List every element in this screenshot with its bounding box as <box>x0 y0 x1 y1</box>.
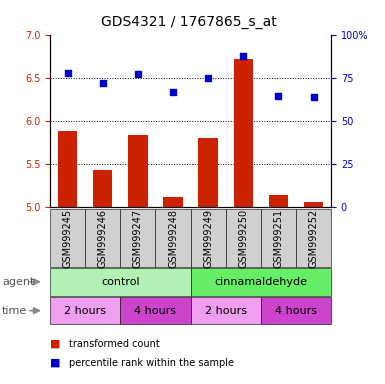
Bar <box>58 131 77 207</box>
Point <box>310 94 316 100</box>
Text: GSM999252: GSM999252 <box>308 209 318 268</box>
Point <box>170 89 176 96</box>
Text: 2 hours: 2 hours <box>64 306 106 316</box>
Bar <box>163 197 182 207</box>
Text: transformed count: transformed count <box>69 339 160 349</box>
Text: 2 hours: 2 hours <box>205 306 247 316</box>
Text: 4 hours: 4 hours <box>275 306 317 316</box>
Text: GSM999245: GSM999245 <box>63 209 73 268</box>
Bar <box>199 138 218 207</box>
Bar <box>269 195 288 207</box>
Text: GSM999246: GSM999246 <box>98 209 108 268</box>
Point <box>240 53 246 59</box>
Text: GSM999251: GSM999251 <box>273 209 283 268</box>
Text: agent: agent <box>2 277 34 287</box>
Text: GSM999248: GSM999248 <box>168 209 178 268</box>
Text: percentile rank within the sample: percentile rank within the sample <box>69 358 234 368</box>
Text: GSM999249: GSM999249 <box>203 209 213 268</box>
Text: 4 hours: 4 hours <box>134 306 176 316</box>
Text: control: control <box>101 277 140 287</box>
Text: ■: ■ <box>50 358 60 368</box>
Point <box>100 80 106 86</box>
Point <box>65 70 71 76</box>
Bar <box>304 202 323 207</box>
Text: ■: ■ <box>50 339 60 349</box>
Point <box>205 74 211 81</box>
Text: time: time <box>2 306 27 316</box>
Bar <box>128 135 147 207</box>
Point <box>275 93 281 99</box>
Point <box>135 71 141 78</box>
Text: GSM999247: GSM999247 <box>133 209 143 268</box>
Text: GDS4321 / 1767865_s_at: GDS4321 / 1767865_s_at <box>101 15 276 29</box>
Text: cinnamaldehyde: cinnamaldehyde <box>214 277 307 287</box>
Bar <box>234 59 253 207</box>
Text: GSM999250: GSM999250 <box>238 209 248 268</box>
Bar <box>93 170 112 207</box>
